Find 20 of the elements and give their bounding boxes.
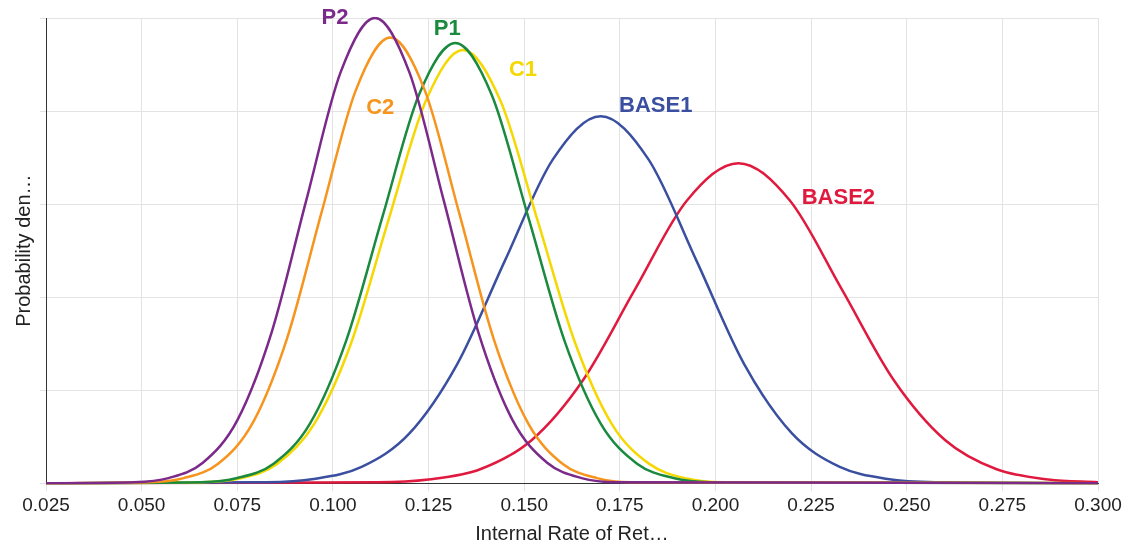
x-tick-label: 0.250 <box>882 493 931 515</box>
x-tick-label: 0.075 <box>213 493 262 515</box>
x-tick-label: 0.225 <box>787 493 835 515</box>
x-tick-label: 0.275 <box>978 493 1027 515</box>
x-tick-label: 0.300 <box>1074 493 1122 515</box>
x-tick-label: 0.175 <box>596 493 644 515</box>
x-tick-label: 0.150 <box>500 493 548 515</box>
x-tick-label: 0.125 <box>404 493 453 515</box>
series-label: C2 <box>366 93 395 119</box>
series-label: C1 <box>508 56 538 82</box>
x-axis-title: Internal Rate of Ret… <box>475 521 669 544</box>
x-tick-label: 0.050 <box>117 493 166 515</box>
x-tick-label: 0.200 <box>691 493 740 515</box>
y-axis-title: Probability den… <box>11 174 34 327</box>
series-label: P1 <box>433 15 461 41</box>
series-label: BASE1 <box>619 92 693 118</box>
x-tick-label: 0.100 <box>309 493 357 515</box>
x-tick-label: 0.025 <box>22 493 70 515</box>
series-label: BASE2 <box>801 184 876 210</box>
series-label: P2 <box>321 4 349 30</box>
